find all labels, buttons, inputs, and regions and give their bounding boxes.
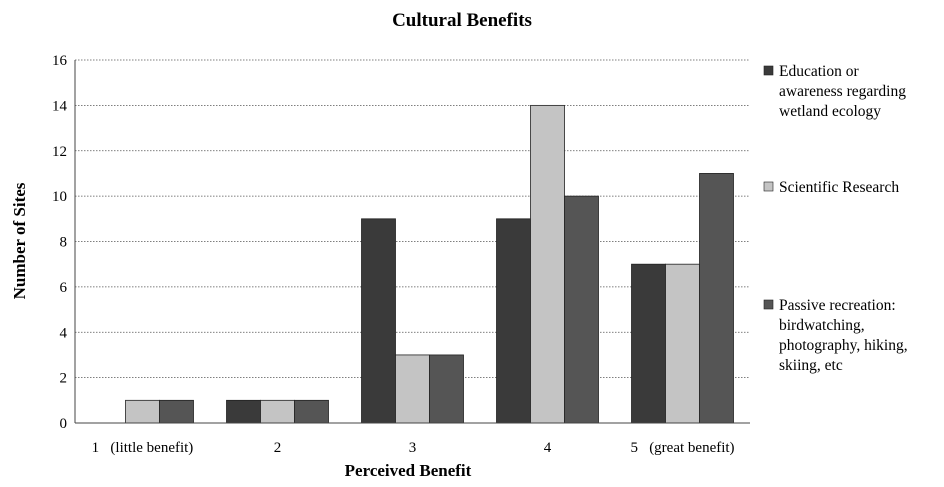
x-axis-title: Perceived Benefit bbox=[345, 461, 472, 480]
y-tick-label: 6 bbox=[60, 280, 68, 296]
bar-series-3-cat-4 bbox=[564, 195, 599, 424]
gridlines bbox=[75, 59, 750, 379]
bar-series-1-cat-3 bbox=[361, 218, 396, 424]
x-tick-label: 2 bbox=[274, 440, 282, 456]
y-tick-label: 16 bbox=[52, 53, 68, 69]
legend-label-3: skiing, etc bbox=[779, 357, 843, 374]
legend-label-1: awareness regarding bbox=[779, 83, 906, 100]
bar-series-2-cat-5 bbox=[665, 263, 700, 424]
bar-series-2-cat-4 bbox=[530, 104, 565, 424]
x-tick-labels: 1 (little benefit) 2 3 4 5 (great benefit) bbox=[92, 440, 735, 456]
bar-series-3-cat-3 bbox=[429, 354, 464, 424]
legend-label-3: Passive recreation: bbox=[779, 297, 896, 314]
y-tick-label: 2 bbox=[60, 371, 68, 387]
legend-swatch-3 bbox=[763, 299, 774, 310]
y-tick-label: 14 bbox=[52, 98, 68, 114]
y-tick-label: 12 bbox=[52, 144, 67, 160]
legend-label-1: wetland ecology bbox=[779, 103, 881, 120]
y-tick-label: 10 bbox=[52, 189, 67, 205]
bar-series-1-cat-4 bbox=[496, 218, 531, 424]
y-tick-label: 0 bbox=[60, 416, 68, 432]
legend: Education or awareness regarding wetland e… bbox=[763, 63, 908, 374]
x-tick-label: 5 (great benefit) bbox=[630, 440, 734, 456]
legend-label-3: birdwatching, bbox=[779, 317, 865, 334]
legend-label-2: Scientific Research bbox=[779, 179, 899, 196]
legend-label-1: Education or bbox=[779, 63, 859, 80]
axes bbox=[74, 60, 750, 424]
bar-series-3-cat-1 bbox=[159, 399, 194, 424]
legend-swatch-2 bbox=[763, 181, 774, 192]
y-tick-label: 8 bbox=[60, 235, 68, 251]
x-tick-label: 4 bbox=[544, 440, 552, 456]
bar-series-2-cat-2 bbox=[260, 399, 295, 424]
bar-series-3-cat-2 bbox=[294, 399, 329, 424]
bars bbox=[125, 104, 734, 424]
y-axis-title: Number of Sites bbox=[10, 182, 29, 299]
bar-series-3-cat-5 bbox=[699, 173, 734, 424]
bar-series-1-cat-5 bbox=[631, 263, 666, 424]
legend-swatch-1 bbox=[763, 65, 774, 76]
bar-series-1-cat-2 bbox=[226, 399, 261, 424]
chart-title: Cultural Benefits bbox=[392, 10, 532, 31]
legend-label-3: photography, hiking, bbox=[779, 337, 908, 354]
y-tick-label: 4 bbox=[60, 325, 68, 341]
y-tick-labels: 0 2 4 6 8 10 12 14 16 bbox=[52, 53, 68, 432]
x-tick-label: 1 (little benefit) bbox=[92, 440, 194, 456]
bar-series-2-cat-1 bbox=[125, 399, 160, 424]
bar-series-2-cat-3 bbox=[395, 354, 430, 424]
x-tick-label: 3 bbox=[409, 440, 417, 456]
